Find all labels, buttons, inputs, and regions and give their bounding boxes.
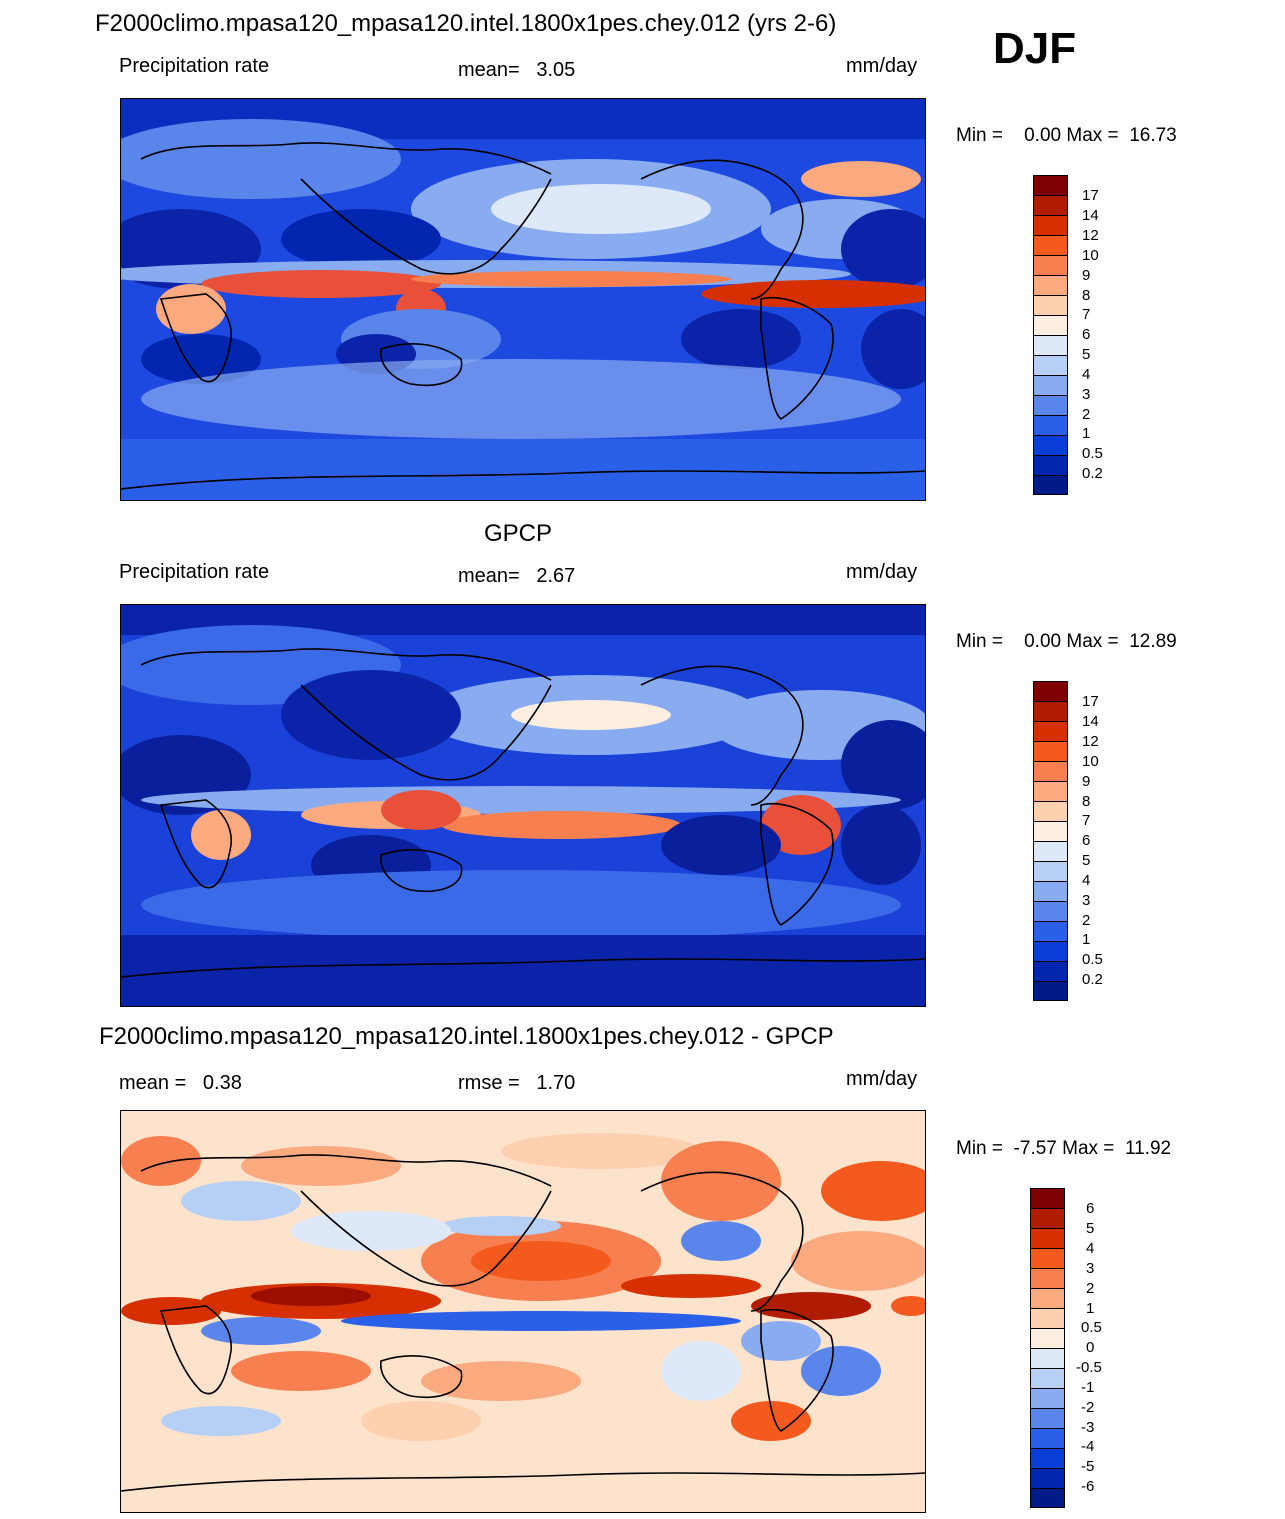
panel-2-cb-tick: 6 <box>1082 832 1091 849</box>
panel-3-map <box>120 1110 926 1513</box>
panel-2-colorbar <box>1033 681 1068 1001</box>
panel-3-spcz-bias <box>341 1311 741 1331</box>
panel-1-cb-tick: 8 <box>1082 287 1091 304</box>
panel-2-maritime-continent <box>381 790 461 830</box>
panel-2-cb-tick: 10 <box>1082 753 1099 770</box>
panel-1-mean-label: mean= 3.05 <box>458 59 576 81</box>
panel-3-cb-tick: 6 <box>1086 1200 1095 1217</box>
panel-1-itcz-indian <box>201 270 441 298</box>
panel-1-cb-tick: 4 <box>1082 366 1091 383</box>
panel-1-cb-tick: 6 <box>1082 326 1091 343</box>
panel-1-cb-tick: 10 <box>1082 247 1099 264</box>
panel-1-cb-tick: 12 <box>1082 227 1099 244</box>
panel-1-cb-tick: 2 <box>1082 406 1091 423</box>
panel-3-east-pacific-bias <box>621 1274 761 1298</box>
panel-3-cb-tick: -0.5 <box>1076 1359 1102 1376</box>
panel-3-cb-tick: 2 <box>1086 1280 1095 1297</box>
panel-1-cb-tick: 17 <box>1082 187 1099 204</box>
panel-3-cb-tick: -2 <box>1081 1399 1095 1416</box>
panel-2-cb-tick: 12 <box>1082 733 1099 750</box>
panel-3-title: F2000climo.mpasa120_mpasa120.intel.1800x… <box>99 1023 834 1050</box>
panel-2-amazon <box>761 795 841 855</box>
panel-2-cb-tick: 5 <box>1082 852 1091 869</box>
panel-3-rmse-label: rmse = 1.70 <box>458 1072 576 1094</box>
panel-3-minmax: Min = -7.57 Max = 11.92 <box>956 1138 1172 1159</box>
panel-2-cb-tick: 0.2 <box>1082 971 1103 988</box>
panel-3-cb-tick: -4 <box>1081 1438 1095 1455</box>
panel-1-units-label: mm/day <box>846 55 918 77</box>
panel-2-cb-tick: 1 <box>1082 931 1091 948</box>
panel-3-cb-tick: 0 <box>1086 1339 1095 1356</box>
panel-1-map-plot <box>121 99 925 500</box>
panel-3-units-label: mm/day <box>846 1068 918 1090</box>
panel-2-cb-tick: 3 <box>1082 892 1091 909</box>
panel-3-cb-tick: -5 <box>1081 1458 1095 1475</box>
panel-1-itcz-atlantic <box>701 280 925 308</box>
panel-3-cb-tick: 3 <box>1086 1260 1095 1277</box>
panel-3-cb-tick: 0.5 <box>1081 1319 1102 1336</box>
season-label: DJF <box>993 24 1077 73</box>
panel-3-cb-tick: -1 <box>1081 1379 1095 1396</box>
panel-1-itcz-pacific <box>411 271 731 287</box>
panel-2-cb-tick: 9 <box>1082 773 1091 790</box>
panel-2-cb-tick: 14 <box>1082 713 1099 730</box>
panel-3-map-plot <box>121 1111 925 1512</box>
panel-2-mean-label: mean= 2.67 <box>458 565 576 587</box>
panel-2-cb-tick: 7 <box>1082 812 1091 829</box>
panel-1-cb-tick: 7 <box>1082 306 1091 323</box>
panel-1-title: F2000climo.mpasa120_mpasa120.intel.1800x… <box>95 10 837 37</box>
panel-2-cb-tick: 0.5 <box>1082 951 1103 968</box>
panel-3-cb-tick: 1 <box>1086 1300 1095 1317</box>
panel-2-cb-tick: 8 <box>1082 793 1091 810</box>
panel-3-cb-tick: -6 <box>1081 1478 1095 1495</box>
panel-1-variable-label: Precipitation rate <box>119 55 270 77</box>
panel-3-amazon-bias <box>751 1292 871 1320</box>
panel-3-cb-tick: 4 <box>1086 1240 1095 1257</box>
panel-2-cb-tick: 4 <box>1082 872 1091 889</box>
panel-1-minmax: Min = 0.00 Max = 16.73 <box>956 125 1177 146</box>
panel-2-map-plot <box>121 605 925 1006</box>
panel-2-title: GPCP <box>484 520 553 547</box>
panel-3-colorbar <box>1030 1188 1065 1508</box>
panel-2-minmax: Min = 0.00 Max = 12.89 <box>956 631 1177 652</box>
panel-2-units-label: mm/day <box>846 561 918 583</box>
panel-1-cb-tick: 0.2 <box>1082 465 1103 482</box>
panel-2-spcz <box>441 811 681 839</box>
panel-3-cb-tick: -3 <box>1081 1419 1095 1436</box>
panel-2-coastlines <box>121 648 925 978</box>
panel-2-cb-tick: 2 <box>1082 912 1091 929</box>
panel-1-cb-tick: 1 <box>1082 425 1091 442</box>
panel-1-cb-tick: 3 <box>1082 386 1091 403</box>
panel-2-variable-label: Precipitation rate <box>119 561 270 583</box>
panel-1-cb-tick: 14 <box>1082 207 1099 224</box>
panel-1-cb-tick: 9 <box>1082 267 1091 284</box>
panel-3-coastlines <box>121 1154 925 1492</box>
panel-2-map <box>120 604 926 1007</box>
panel-1-cb-tick: 0.5 <box>1082 445 1103 462</box>
panel-3-mean-label: mean = 0.38 <box>119 1072 242 1094</box>
panel-2-cb-tick: 17 <box>1082 693 1099 710</box>
panel-3-cb-tick: 5 <box>1086 1220 1095 1237</box>
panel-1-map <box>120 98 926 501</box>
panel-1-coastlines <box>121 142 925 490</box>
panel-1-cb-tick: 5 <box>1082 346 1091 363</box>
panel-1-colorbar <box>1033 175 1068 495</box>
